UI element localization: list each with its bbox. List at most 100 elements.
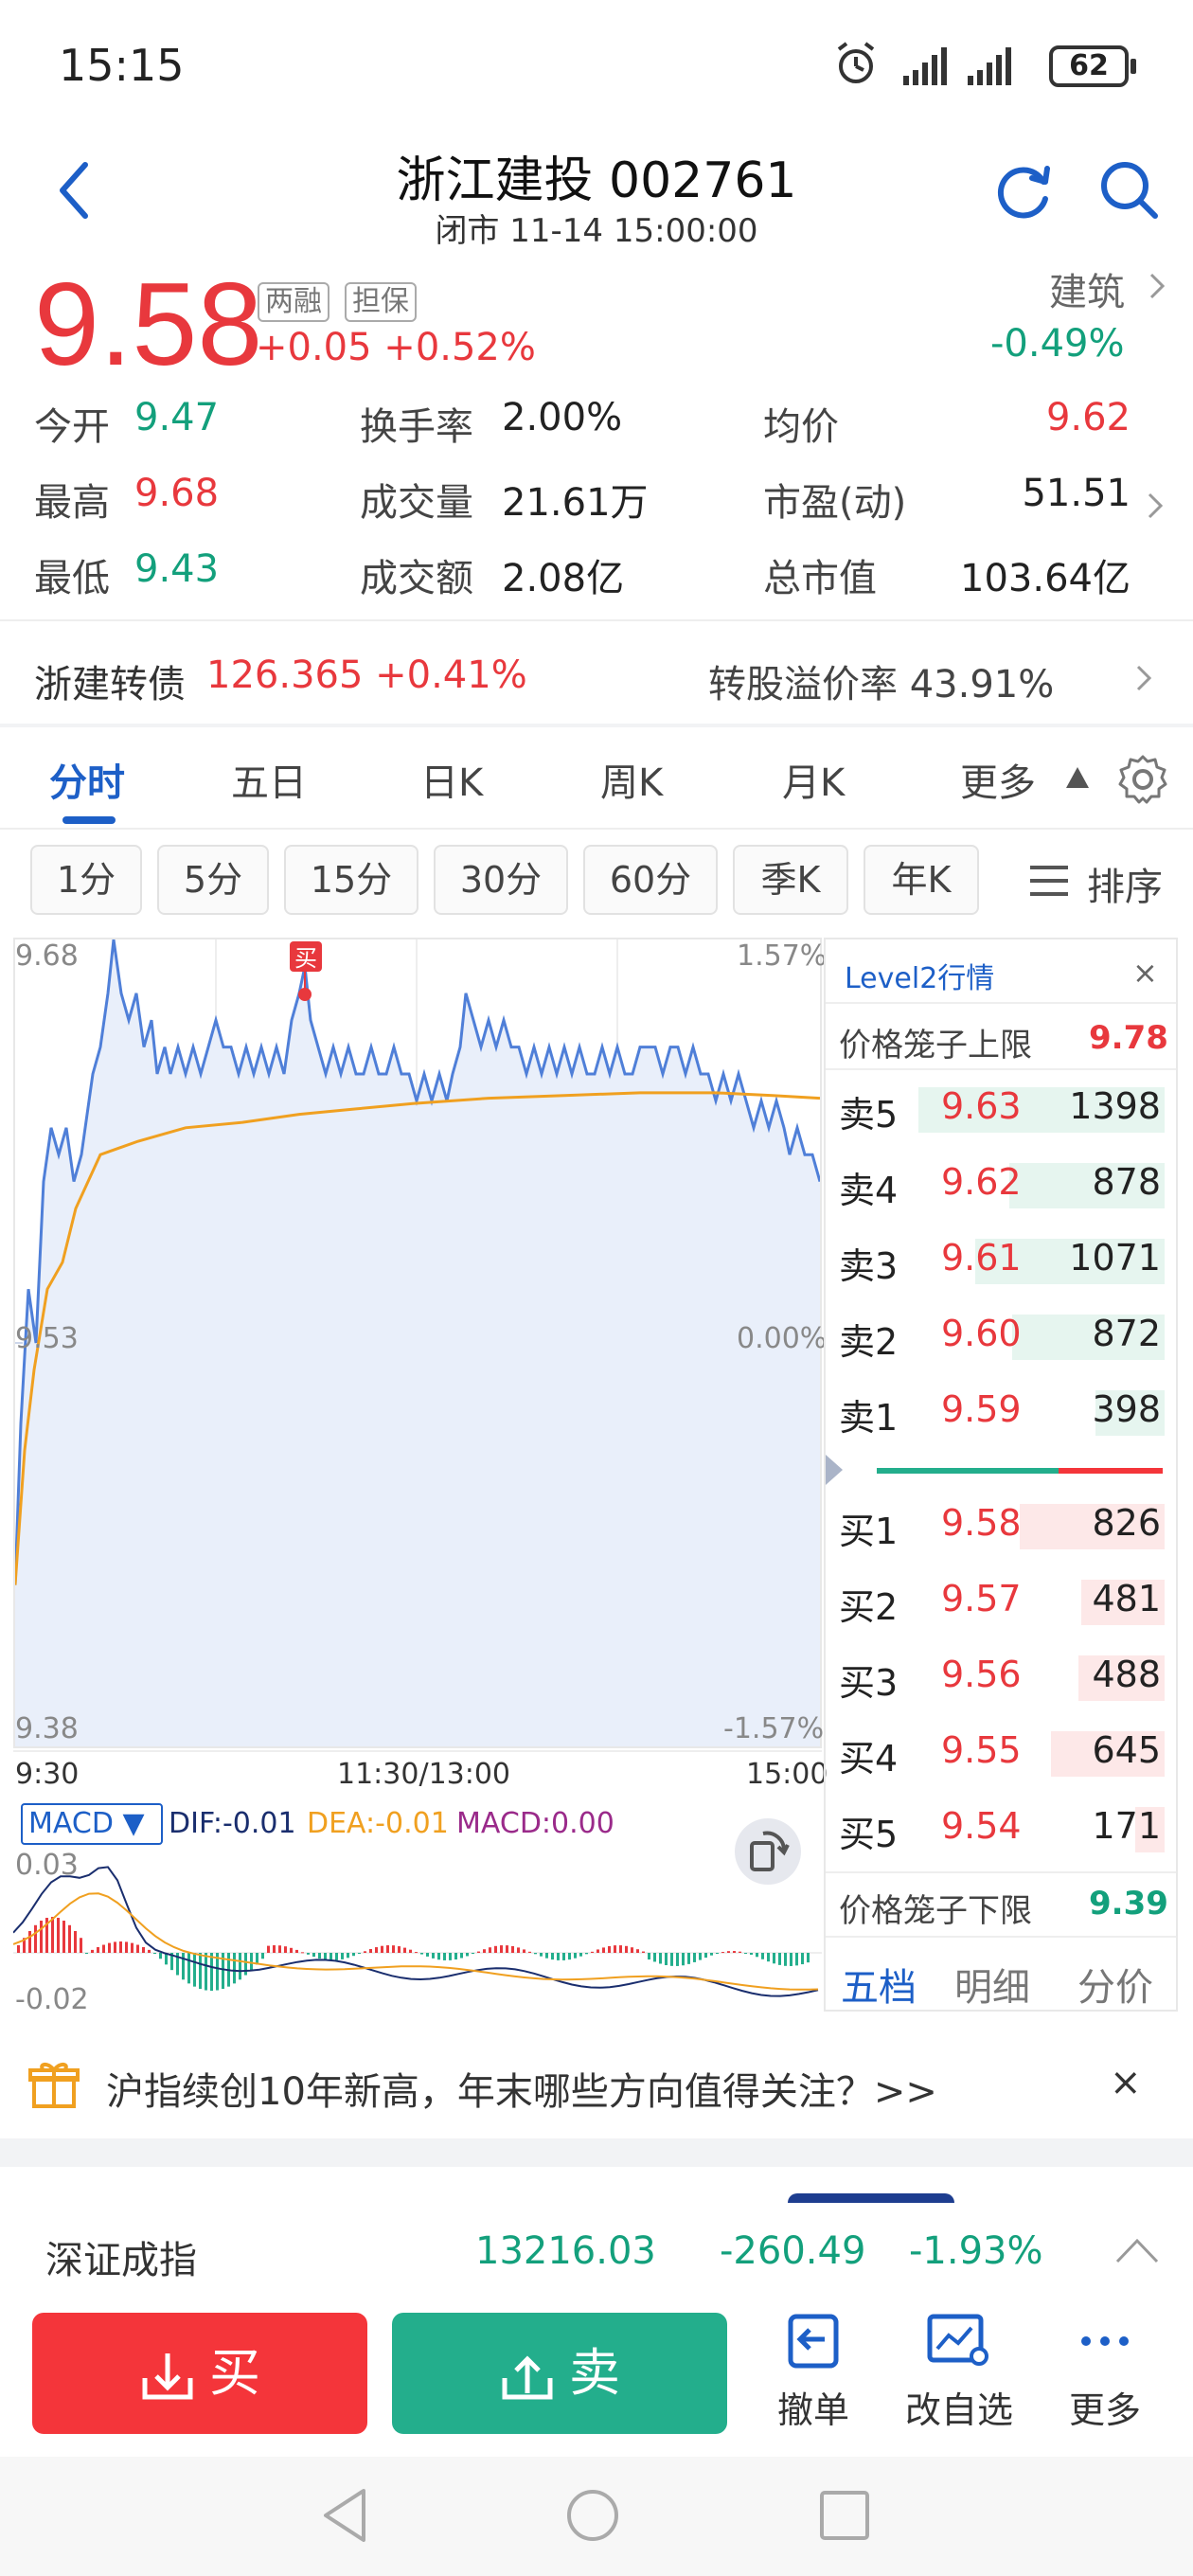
buy-button[interactable]: 买: [32, 2313, 367, 2434]
period-5min[interactable]: 5分: [157, 845, 269, 915]
macd-bar: [704, 1953, 707, 1959]
macd-chart[interactable]: [13, 1798, 822, 2012]
chevron-right-icon[interactable]: [1132, 659, 1155, 697]
stat-label: 今开: [34, 405, 110, 449]
sort-button[interactable]: 排序: [1087, 866, 1163, 909]
more-actions-button[interactable]: 更多: [1043, 2311, 1166, 2433]
tab-weekly-k[interactable]: 周K: [600, 761, 664, 805]
macd-bar: [579, 1953, 582, 1957]
price-area-fill: [15, 939, 820, 1746]
price-line: [15, 939, 820, 1585]
refresh-icon[interactable]: [990, 157, 1057, 224]
stats-chevron-right-icon[interactable]: [1144, 487, 1166, 525]
tab-price-distribution[interactable]: 分价: [1077, 1966, 1153, 2010]
drawer-handle[interactable]: [788, 2193, 954, 2203]
chevron-up-icon[interactable]: [1113, 2233, 1161, 2267]
tab-five-levels[interactable]: 五档: [841, 1966, 917, 2010]
ask-label: 卖3: [839, 1245, 899, 1287]
ask-row[interactable]: 卖3 9.61 1071: [839, 1235, 1165, 1288]
ask-row[interactable]: 卖2 9.60 872: [839, 1311, 1165, 1364]
period-year-k[interactable]: 年K: [864, 845, 979, 915]
alarm-icon: [837, 42, 875, 83]
banner-text[interactable]: 沪指续创10年新高，年末哪些方向值得关注？>>: [106, 2070, 937, 2114]
macd-bar: [795, 1953, 798, 1966]
tab-five-day[interactable]: 五日: [231, 761, 307, 805]
bid-row[interactable]: 买3 9.56 488: [839, 1652, 1165, 1705]
macd-bar: [80, 1938, 82, 1953]
banner-close-button[interactable]: ×: [1110, 2061, 1142, 2104]
search-icon[interactable]: [1096, 157, 1163, 224]
macd-bar: [454, 1953, 457, 1960]
edit-watchlist-label: 改自选: [904, 2389, 1013, 2431]
macd-bar: [398, 1946, 401, 1953]
macd-bar: [182, 1953, 185, 1980]
period-15min[interactable]: 15分: [284, 845, 418, 915]
macd-bar: [523, 1949, 525, 1953]
macd-bar: [562, 1953, 565, 1960]
level2-title[interactable]: Level2行情: [845, 962, 995, 995]
macd-bar: [648, 1953, 650, 1960]
buy-marker[interactable]: 买: [290, 941, 322, 1001]
indicator-select[interactable]: MACD ▼: [21, 1803, 163, 1845]
cancel-order-icon: [788, 2314, 839, 2369]
macd-bar: [807, 1953, 810, 1963]
ask-row[interactable]: 卖1 9.59 398: [839, 1386, 1165, 1440]
bid-row[interactable]: 买2 9.57 481: [839, 1576, 1165, 1629]
sector-link[interactable]: 建筑: [1049, 271, 1125, 314]
macd-bar: [500, 1945, 503, 1953]
back-icon[interactable]: [49, 157, 106, 224]
intraday-chart[interactable]: 买: [13, 938, 822, 1748]
gear-icon[interactable]: [1117, 754, 1168, 805]
nav-recents-icon[interactable]: [818, 2489, 871, 2542]
macd-bar: [244, 1953, 247, 1976]
macd-bar: [153, 1953, 156, 1954]
bid-row[interactable]: 买4 9.55 645: [839, 1727, 1165, 1780]
bid-row[interactable]: 买5 9.54 171: [839, 1803, 1165, 1856]
bid-label: 买3: [839, 1662, 899, 1704]
tab-intraday[interactable]: 分时: [49, 761, 125, 805]
stat-value: 103.64亿: [960, 557, 1131, 600]
ask-row[interactable]: 卖5 9.63 1398: [839, 1083, 1165, 1136]
chevron-right-icon[interactable]: [1146, 267, 1168, 305]
tab-details[interactable]: 明细: [954, 1966, 1030, 2010]
menu-lines-icon[interactable]: [1030, 864, 1072, 898]
cancel-order-button[interactable]: 撤单: [752, 2311, 875, 2433]
rotate-screen-icon[interactable]: [735, 1818, 801, 1885]
triangle-up-icon[interactable]: [1064, 765, 1091, 790]
convertible-bond-name[interactable]: 浙建转债: [34, 663, 186, 707]
bid-price: 9.55: [941, 1729, 1022, 1771]
period-quarter-k[interactable]: 季K: [733, 845, 848, 915]
macd-bar: [187, 1953, 190, 1984]
nav-back-icon[interactable]: [320, 2485, 371, 2546]
macd-bar: [506, 1945, 508, 1953]
period-1min[interactable]: 1分: [30, 845, 142, 915]
tab-indicator: [62, 816, 116, 824]
ask-row[interactable]: 卖4 9.62 878: [839, 1159, 1165, 1212]
y-axis-bottom: 9.38: [15, 1712, 79, 1745]
macd-bar: [91, 1949, 94, 1953]
macd-bar: [239, 1953, 241, 1980]
average-price-line: [15, 1091, 820, 1585]
stat-value: 9.43: [134, 547, 220, 591]
tab-monthly-k[interactable]: 月K: [782, 761, 846, 805]
tab-more[interactable]: 更多: [960, 761, 1036, 805]
level2-close-button[interactable]: ×: [1132, 955, 1158, 991]
lower-limit-label: 价格笼子下限: [839, 1892, 1032, 1930]
bid-depth-bar: [1078, 1655, 1165, 1701]
period-60min[interactable]: 60分: [583, 845, 718, 915]
bid-row[interactable]: 买1 9.58 826: [839, 1500, 1165, 1553]
macd-bar: [460, 1953, 463, 1959]
edit-watchlist-button[interactable]: 改自选: [898, 2311, 1021, 2433]
nav-home-icon[interactable]: [564, 2487, 621, 2544]
tab-daily-k[interactable]: 日K: [420, 761, 484, 805]
bid-volume: 645: [1092, 1729, 1161, 1771]
triangle-right-icon[interactable]: [824, 1451, 846, 1489]
lower-limit-value: 9.39: [1089, 1885, 1168, 1923]
sell-button[interactable]: 卖: [392, 2313, 727, 2434]
macd-bar: [449, 1953, 452, 1960]
macd-bar: [250, 1953, 253, 1971]
macd-bar: [131, 1942, 134, 1953]
index-ticker[interactable]: [0, 2178, 1193, 2301]
period-30min[interactable]: 30分: [434, 845, 568, 915]
bid-volume: 481: [1092, 1578, 1161, 1619]
